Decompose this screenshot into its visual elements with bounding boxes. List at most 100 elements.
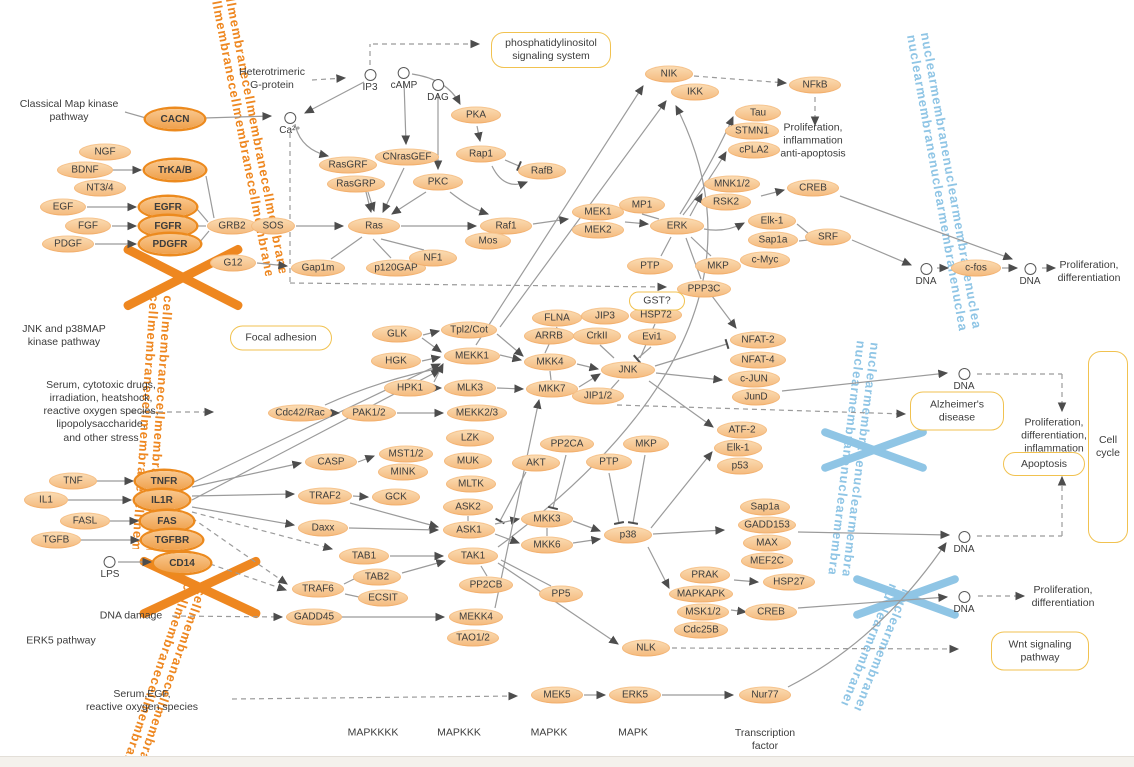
node-cd14[interactable]: CD14 bbox=[154, 553, 210, 573]
node-cpla2[interactable]: cPLA2 bbox=[728, 141, 780, 159]
node-pak12[interactable]: PAK1/2 bbox=[342, 404, 396, 422]
node-tak1[interactable]: TAK1 bbox=[448, 547, 498, 565]
node-erk[interactable]: ERK bbox=[650, 217, 704, 235]
node-il1r[interactable]: IL1R bbox=[135, 490, 189, 510]
node-sap1a[interactable]: Sap1a bbox=[748, 231, 798, 249]
callout-wnt[interactable]: Wnt signaling pathway bbox=[991, 631, 1089, 671]
node-tpl2cot[interactable]: Tpl2/Cot bbox=[441, 321, 497, 339]
node-mkk3[interactable]: MKK3 bbox=[521, 510, 573, 528]
node-fas[interactable]: FAS bbox=[141, 511, 193, 531]
node-rap1[interactable]: Rap1 bbox=[456, 145, 506, 163]
node-tab1[interactable]: TAB1 bbox=[339, 547, 389, 565]
node-sap1ab[interactable]: Sap1a bbox=[740, 498, 790, 516]
node-mkp2[interactable]: MKP bbox=[623, 435, 669, 453]
node-nik[interactable]: NIK bbox=[645, 65, 693, 83]
node-tgfb[interactable]: TGFB bbox=[31, 531, 81, 549]
node-pkc[interactable]: PKC bbox=[413, 173, 463, 191]
node-cnrasgef[interactable]: CNrasGEF bbox=[375, 148, 439, 166]
node-mink[interactable]: MINK bbox=[378, 463, 428, 481]
node-gadd45[interactable]: GADD45 bbox=[286, 608, 342, 626]
node-glk[interactable]: GLK bbox=[372, 325, 422, 343]
node-tao12[interactable]: TAO1/2 bbox=[447, 629, 499, 647]
node-max[interactable]: MAX bbox=[743, 534, 791, 552]
node-mst12[interactable]: MST1/2 bbox=[379, 445, 433, 463]
node-trkab[interactable]: TrKA/B bbox=[145, 160, 205, 180]
node-arrb[interactable]: ARRB bbox=[524, 327, 574, 345]
node-traf6[interactable]: TRAF6 bbox=[292, 580, 344, 598]
node-mkp1[interactable]: MKP bbox=[695, 257, 741, 275]
node-mekk23[interactable]: MEKK2/3 bbox=[447, 404, 507, 422]
node-akt[interactable]: AKT bbox=[512, 454, 560, 472]
node-nfat2[interactable]: NFAT-2 bbox=[730, 331, 786, 349]
node-sos[interactable]: SOS bbox=[251, 217, 295, 235]
node-gadd153[interactable]: GADD153 bbox=[738, 516, 796, 534]
node-raf1[interactable]: Raf1 bbox=[480, 217, 532, 235]
node-erk5[interactable]: ERK5 bbox=[609, 686, 661, 704]
node-egfr[interactable]: EGFR bbox=[140, 197, 196, 217]
node-traf2[interactable]: TRAF2 bbox=[298, 487, 352, 505]
node-mlk3[interactable]: MLK3 bbox=[444, 379, 496, 397]
callout-focal-adhesion[interactable]: Focal adhesion bbox=[230, 325, 332, 351]
node-mapkapk[interactable]: MAPKAPK bbox=[669, 585, 733, 603]
node-muk[interactable]: MUK bbox=[444, 452, 492, 470]
node-p53[interactable]: p53 bbox=[717, 457, 763, 475]
node-gck[interactable]: GCK bbox=[372, 488, 420, 506]
node-cfos[interactable]: c-fos bbox=[951, 259, 1001, 277]
callout-cell-cycle[interactable]: Cell cycle bbox=[1088, 351, 1128, 543]
node-ppp3c[interactable]: PPP3C bbox=[677, 280, 731, 298]
node-stmn1[interactable]: STMN1 bbox=[725, 122, 779, 140]
callout-apoptosis[interactable]: Apoptosis bbox=[1003, 452, 1085, 476]
node-rafb[interactable]: RafB bbox=[518, 162, 566, 180]
node-casp[interactable]: CASP bbox=[305, 453, 357, 471]
node-mkk4[interactable]: MKK4 bbox=[524, 353, 576, 371]
node-fgfr[interactable]: FGFR bbox=[140, 216, 196, 236]
node-pka[interactable]: PKA bbox=[451, 106, 501, 124]
node-fgf[interactable]: FGF bbox=[65, 217, 111, 235]
node-mek2[interactable]: MEK2 bbox=[572, 221, 624, 239]
node-cacn[interactable]: CACN bbox=[146, 109, 204, 129]
node-srf[interactable]: SRF bbox=[805, 228, 851, 246]
node-g12[interactable]: G12 bbox=[210, 254, 256, 272]
node-pp2ca[interactable]: PP2CA bbox=[540, 435, 594, 453]
node-cdc25b[interactable]: Cdc25B bbox=[674, 621, 728, 639]
node-egf[interactable]: EGF bbox=[40, 198, 86, 216]
node-nur77[interactable]: Nur77 bbox=[739, 686, 791, 704]
node-creb2[interactable]: CREB bbox=[745, 603, 797, 621]
node-nf1[interactable]: NF1 bbox=[409, 249, 457, 267]
node-elk1a[interactable]: Elk-1 bbox=[748, 212, 796, 230]
node-nlk[interactable]: NLK bbox=[622, 639, 670, 657]
node-il1[interactable]: IL1 bbox=[24, 491, 68, 509]
node-tnfr[interactable]: TNFR bbox=[136, 471, 192, 491]
node-cjun[interactable]: c-JUN bbox=[728, 370, 780, 388]
node-p120gap[interactable]: p120GAP bbox=[366, 259, 426, 277]
node-mkk7[interactable]: MKK7 bbox=[526, 380, 578, 398]
node-ask2[interactable]: ASK2 bbox=[443, 498, 493, 516]
node-mekk1[interactable]: MEKK1 bbox=[444, 347, 500, 365]
node-daxx[interactable]: Daxx bbox=[298, 519, 348, 537]
node-grb2[interactable]: GRB2 bbox=[207, 217, 257, 235]
node-rasgrp[interactable]: RasGRP bbox=[327, 175, 385, 193]
node-jund[interactable]: JunD bbox=[732, 388, 780, 406]
node-pp5[interactable]: PP5 bbox=[539, 585, 583, 603]
node-pdgfr[interactable]: PDGFR bbox=[140, 234, 200, 254]
node-jnk[interactable]: JNK bbox=[601, 361, 655, 379]
callout-gst[interactable]: GST? bbox=[629, 291, 685, 311]
node-pdgf[interactable]: PDGF bbox=[42, 235, 94, 253]
node-mekk4[interactable]: MEKK4 bbox=[449, 608, 503, 626]
node-mltk[interactable]: MLTK bbox=[446, 475, 496, 493]
node-p38[interactable]: p38 bbox=[604, 526, 652, 544]
node-ngf[interactable]: NGF bbox=[79, 143, 131, 161]
node-ras[interactable]: Ras bbox=[348, 217, 400, 235]
callout-alzheimers[interactable]: Alzheimer's disease bbox=[910, 391, 1004, 431]
node-rsk2[interactable]: RSK2 bbox=[701, 193, 751, 211]
node-tau[interactable]: Tau bbox=[735, 104, 781, 122]
node-hsp27[interactable]: HSP27 bbox=[763, 573, 815, 591]
callout-pi-signaling[interactable]: phosphatidylinositol signaling system bbox=[491, 32, 611, 68]
node-mek5[interactable]: MEK5 bbox=[531, 686, 583, 704]
node-mek1[interactable]: MEK1 bbox=[572, 203, 624, 221]
node-mnk12[interactable]: MNK1/2 bbox=[704, 175, 760, 193]
node-tnf[interactable]: TNF bbox=[49, 472, 97, 490]
node-bdnf[interactable]: BDNF bbox=[57, 161, 113, 179]
node-ptp1[interactable]: PTP bbox=[627, 257, 673, 275]
node-prak[interactable]: PRAK bbox=[680, 566, 730, 584]
